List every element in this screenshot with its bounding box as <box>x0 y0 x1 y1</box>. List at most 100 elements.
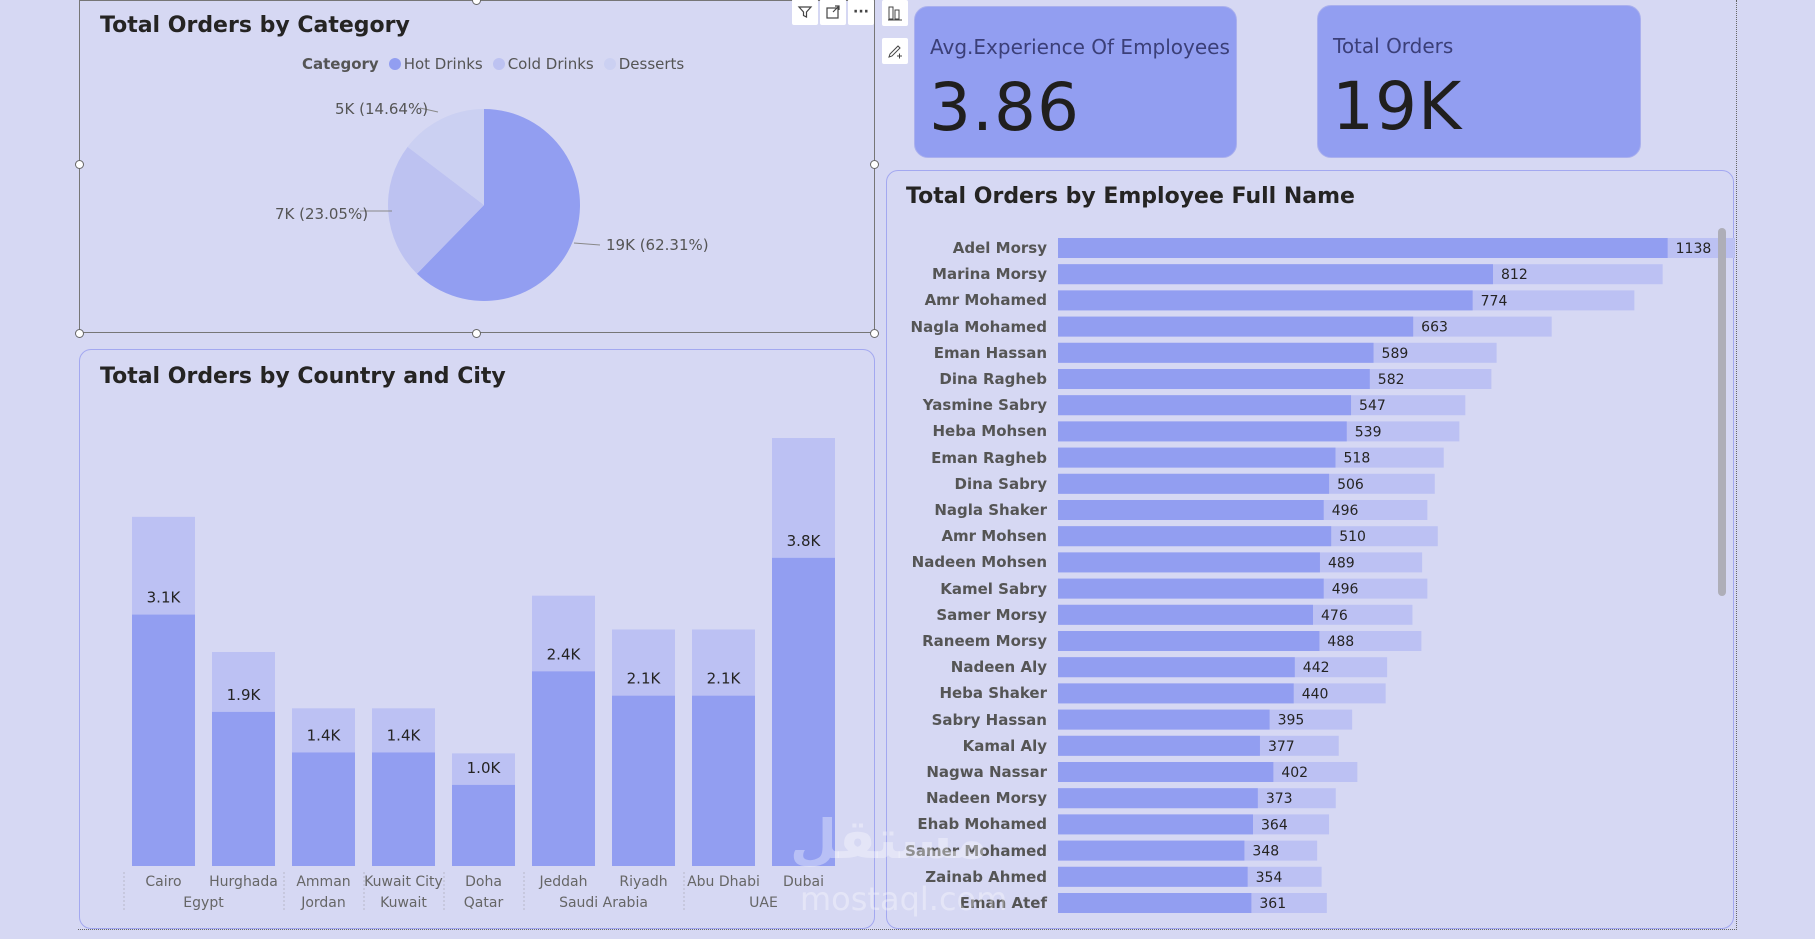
x-axis-city-label: Hurghada <box>209 874 278 890</box>
employee-bar[interactable] <box>1058 552 1320 573</box>
employee-bar[interactable] <box>1058 709 1270 730</box>
employee-bar[interactable] <box>1058 657 1295 678</box>
employee-bar[interactable] <box>1058 447 1336 468</box>
x-axis-country-label: Jordan <box>300 895 346 911</box>
resize-handle[interactable] <box>75 160 84 169</box>
employee-bar[interactable] <box>1058 290 1473 311</box>
employee-name-label: Dina Ragheb <box>939 370 1047 388</box>
employee-name-label: Sabry Hassan <box>931 710 1047 729</box>
pie-leader-line <box>419 107 439 113</box>
resize-handle[interactable] <box>870 329 879 338</box>
employee-bar[interactable] <box>1058 264 1493 285</box>
format-visual-icon[interactable] <box>882 0 908 26</box>
legend-item-desserts[interactable]: Desserts <box>603 55 684 73</box>
employee-bar[interactable] <box>1058 814 1253 835</box>
employee-bar[interactable] <box>1058 342 1374 363</box>
employee-bar-value-label: 774 <box>1481 293 1508 309</box>
employee-bar[interactable] <box>1058 631 1320 651</box>
x-axis-city-label: Amman <box>296 874 350 890</box>
employee-bar[interactable] <box>1058 788 1258 809</box>
watermark-arabic: مستقل <box>790 808 988 871</box>
category-pie-title: Total Orders by Category <box>100 13 410 38</box>
employee-bar-value-label: 812 <box>1501 267 1528 283</box>
employee-bar[interactable] <box>1058 500 1324 520</box>
bar-hurghada[interactable] <box>212 711 275 866</box>
country-city-bar-visual[interactable]: Total Orders by Country and City 3.1K Cai… <box>79 349 875 929</box>
employee-bar[interactable] <box>1058 578 1324 599</box>
employee-bar-value-label: 354 <box>1256 870 1283 886</box>
bar-jeddah[interactable] <box>532 671 595 866</box>
employee-bar[interactable] <box>1058 316 1414 337</box>
more-options-icon[interactable]: ··· <box>848 0 874 25</box>
legend-item-cold-drinks[interactable]: Cold Drinks <box>492 55 594 73</box>
resize-handle[interactable] <box>472 329 481 338</box>
employee-bar-value-label: 488 <box>1327 634 1354 650</box>
employee-bar[interactable] <box>1058 762 1274 782</box>
avg-experience-card[interactable]: Avg.Experience Of Employees 3.86 <box>914 6 1237 158</box>
employee-name-label: Nadeen Mohsen <box>911 553 1047 572</box>
report-canvas-border <box>78 0 1737 930</box>
employee-name-label: Heba Mohsen <box>932 422 1048 441</box>
bar-kuwait-city[interactable] <box>372 752 435 866</box>
employee-chart-scrollbar[interactable] <box>1718 228 1726 596</box>
employee-bar-value-label: 663 <box>1421 320 1448 336</box>
employee-bar-visual[interactable]: Total Orders by Employee Full Name Adel … <box>886 170 1735 929</box>
employee-bar-value-label: 395 <box>1278 713 1305 729</box>
bar-dubai[interactable] <box>772 557 835 866</box>
employee-bar[interactable] <box>1058 369 1370 389</box>
employee-name-label: Amr Mohsen <box>941 527 1047 546</box>
bar-amman[interactable] <box>292 752 355 866</box>
bar-doha[interactable] <box>452 784 515 866</box>
resize-handle[interactable] <box>472 0 481 5</box>
pie-slice-cold-drinks[interactable] <box>388 146 484 274</box>
filter-icon[interactable] <box>792 0 818 25</box>
bar-riyadh[interactable] <box>612 695 675 866</box>
employee-bar[interactable] <box>1058 683 1294 704</box>
employee-bar[interactable] <box>1058 604 1313 625</box>
bar-data-label: 1.9K <box>227 686 262 704</box>
category-pie-visual[interactable]: Total Orders by Category Category Hot Dr… <box>79 0 875 333</box>
pie-slice-hot-drinks[interactable] <box>416 109 580 301</box>
employee-name-label: Zainab Ahmed <box>925 867 1047 886</box>
pie-label-cold: 7K (23.05%) <box>275 205 369 223</box>
employee-name-label: Samer Mohamed <box>905 841 1047 860</box>
pie-label-desserts: 5K (14.64%) <box>335 100 429 118</box>
employee-bar[interactable] <box>1058 395 1352 416</box>
employee-title: Total Orders by Employee Full Name <box>906 184 1355 209</box>
x-axis-city-label: Abu Dhabi <box>687 874 760 890</box>
legend-item-hot-drinks[interactable]: Hot Drinks <box>388 55 483 73</box>
x-axis-city-label: Cairo <box>145 874 181 890</box>
avg-experience-label: Avg.Experience Of Employees <box>930 35 1230 59</box>
focus-mode-icon[interactable] <box>820 0 846 25</box>
resize-handle[interactable] <box>75 329 84 338</box>
legend-dot-cold <box>492 58 505 70</box>
employee-bar[interactable] <box>1058 421 1347 442</box>
bar-data-label: 2.1K <box>707 670 742 688</box>
employee-bar[interactable] <box>1058 735 1260 756</box>
employee-bar[interactable] <box>1058 866 1248 887</box>
employee-bar[interactable] <box>1058 238 1668 258</box>
employee-name-label: Heba Shaker <box>939 684 1047 703</box>
total-orders-card[interactable]: Total Orders 19K <box>1317 5 1641 158</box>
analytics-pen-icon[interactable] <box>882 38 908 64</box>
employee-bar[interactable] <box>1058 473 1330 494</box>
bar-abu-dhabi[interactable] <box>692 695 755 866</box>
watermark-latin: mostaql.com <box>800 880 1008 918</box>
legend-title: Category <box>302 55 379 73</box>
legend-dot-desserts <box>603 58 616 70</box>
pie-leader-line <box>573 242 601 246</box>
employee-name-label: Kamel Sabry <box>940 579 1047 598</box>
bar-cairo[interactable] <box>132 614 195 866</box>
employee-name-label: Nagla Mohamed <box>910 317 1047 336</box>
employee-name-label: Marina Morsy <box>932 265 1047 284</box>
employee-bar[interactable] <box>1058 526 1332 547</box>
employee-bar-value-label: 1138 <box>1676 241 1712 257</box>
employee-bar[interactable] <box>1058 893 1252 913</box>
employee-name-label: Kamal Aly <box>962 736 1047 755</box>
pie-slice-desserts[interactable] <box>407 109 484 205</box>
resize-handle[interactable] <box>870 160 879 169</box>
x-axis-city-label: Doha <box>465 874 502 890</box>
employee-bar-value-label: 348 <box>1252 844 1279 860</box>
employee-bar-value-label: 373 <box>1266 791 1293 807</box>
employee-bar[interactable] <box>1058 840 1245 861</box>
